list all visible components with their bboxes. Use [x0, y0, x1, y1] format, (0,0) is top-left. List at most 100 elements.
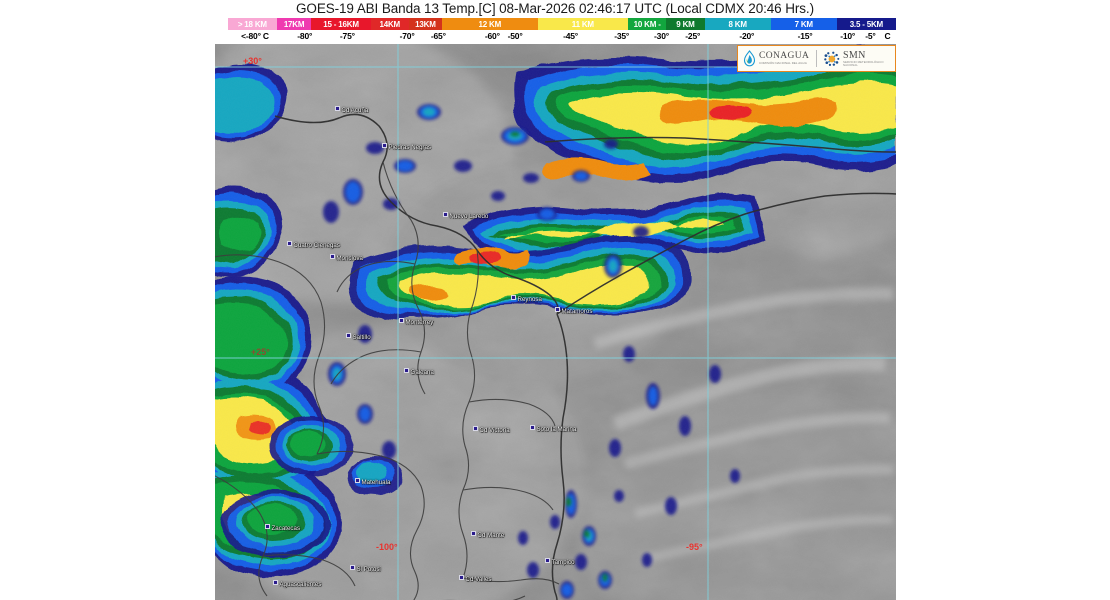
colorbar-tick-label: -20°	[739, 31, 755, 41]
city-label: Cd Mante	[471, 531, 504, 539]
city-marker-icon	[404, 368, 409, 373]
colorbar-ticks: <-80° C -80° -75° -70° -65° -60° -50° -45° -35° -…	[228, 31, 896, 43]
latitude-label: +30°	[243, 56, 262, 66]
colorbar-segment: 15 - 16KM	[311, 18, 371, 30]
colorbar-tick-label: -10°	[840, 31, 856, 41]
city-label: Matehuala	[355, 478, 390, 486]
satellite-map[interactable]: Cd Acuña Piedras Negras Nuevo Laredo Cuatro…	[215, 44, 896, 600]
city-marker-icon	[471, 531, 476, 536]
city-name: Matehuala	[361, 479, 391, 486]
city-label: Galeana	[404, 368, 434, 376]
smn-logo: SMN SERVICIO METEOROLÓGICO NACIONAL	[824, 49, 895, 67]
city-marker-icon	[346, 333, 351, 338]
colorbar-segment: 17KM	[276, 18, 312, 30]
city-marker-icon	[265, 524, 270, 529]
city-marker-icon	[545, 558, 550, 563]
city-name: Monterrey	[405, 319, 434, 326]
city-marker-icon	[399, 318, 404, 323]
city-label: Matamoros	[555, 307, 592, 315]
colorbar-tick-label: <-80° C	[241, 31, 269, 41]
city-marker-icon	[443, 212, 448, 217]
city-label: Reynosa	[511, 295, 542, 303]
city-label: Piedras Negras	[382, 143, 431, 151]
colorbar-segment: 12 KM	[441, 18, 538, 30]
smn-name: SMN	[843, 49, 866, 61]
city-marker-icon	[382, 143, 387, 148]
city-marker-icon	[355, 478, 360, 483]
city-name: Cd Mante	[477, 532, 505, 539]
city-label: Aguascalientes	[273, 580, 321, 588]
map-labels-layer: Cd Acuña Piedras Negras Nuevo Laredo Cuatro…	[215, 44, 896, 600]
colorbar-segment: 14KM	[370, 18, 409, 30]
colorbar-segment: 9 KM	[666, 18, 705, 30]
city-marker-icon	[530, 425, 535, 430]
colorbar-tick-label: -35°	[614, 31, 630, 41]
city-label: Sl Potosi	[350, 565, 381, 573]
water-drop-icon	[743, 50, 756, 67]
city-marker-icon	[511, 295, 516, 300]
city-label: Tampico	[545, 558, 575, 566]
city-name: Cd Valles	[465, 576, 492, 583]
colorbar-tick-label: -75°	[339, 31, 355, 41]
colorbar-segment: 11 KM	[537, 18, 629, 30]
colorbar-tick-label: -65°	[430, 31, 446, 41]
city-marker-icon	[555, 307, 560, 312]
city-marker-icon	[350, 565, 355, 570]
city-label: Cuatro Cienegas	[287, 241, 340, 249]
city-label: Zacatecas	[265, 524, 300, 532]
colorbar-segment: 3.5 - 5KM	[836, 18, 896, 30]
city-label: Monclova	[330, 254, 363, 262]
city-label: Cd Acuña	[335, 106, 368, 114]
city-label: Nuevo Laredo	[443, 212, 488, 220]
colorbar-tick-label: -5°	[865, 31, 876, 41]
longitude-label: -95°	[686, 542, 703, 552]
map-canvas	[215, 44, 896, 600]
colorbar: > 18 KM 17KM 15 - 16KM 14KM 13KM 12 KM 11 KM 10…	[228, 18, 896, 30]
conagua-logo: CONAGUA COMISIÓN NACIONAL DEL AGUA	[738, 50, 809, 67]
city-name: Nuevo Laredo	[449, 213, 489, 220]
city-name: Piedras Negras	[388, 144, 432, 151]
city-name: Monclova	[336, 255, 363, 262]
smn-subtitle: SERVICIO METEOROLÓGICO NACIONAL	[843, 59, 884, 67]
city-marker-icon	[287, 241, 292, 246]
city-name: Matamoros	[561, 308, 593, 315]
city-label: Soto la Marina	[530, 425, 576, 433]
colorbar-tick-label: -15°	[797, 31, 813, 41]
agency-logo-panel: CONAGUA COMISIÓN NACIONAL DEL AGUA	[737, 45, 896, 72]
colorbar-segment: 13KM	[408, 18, 442, 30]
colorbar-segment: 8 KM	[704, 18, 771, 30]
city-label: Monterrey	[399, 318, 433, 326]
city-marker-icon	[330, 254, 335, 259]
colorbar-tick-label: -80°	[297, 31, 313, 41]
colorbar-tick-label: -25°	[685, 31, 701, 41]
city-marker-icon	[273, 580, 278, 585]
page-title: GOES-19 ABI Banda 13 Temp.[C] 08-Mar-202…	[296, 1, 814, 16]
colorbar-segment: 7 KM	[770, 18, 837, 30]
colorbar-tick-label: -50°	[507, 31, 523, 41]
city-name: Reynosa	[517, 296, 542, 303]
conagua-subtitle: COMISIÓN NACIONAL DEL AGUA	[759, 61, 807, 66]
sun-swirl-icon	[824, 51, 840, 66]
colorbar-tick-label: -70°	[399, 31, 415, 41]
colorbar-tick-label: -45°	[563, 31, 578, 41]
city-label: Saltillo	[346, 333, 371, 341]
city-marker-icon	[473, 426, 478, 431]
city-name: Soto la Marina	[536, 426, 577, 433]
city-name: Cuatro Cienegas	[293, 242, 340, 249]
logo-divider	[816, 50, 818, 67]
city-name: Saltillo	[352, 334, 371, 341]
colorbar-tick-label: -30°	[654, 31, 669, 41]
city-name: Tampico	[551, 559, 575, 566]
colorbar-tick-label: -60°	[484, 31, 500, 41]
city-name: Zacatecas	[271, 525, 301, 532]
city-name: Galeana	[410, 369, 434, 376]
city-marker-icon	[335, 106, 340, 111]
city-marker-icon	[459, 575, 464, 580]
latitude-label: +25°	[251, 347, 270, 357]
city-name: Cd Victoria	[479, 427, 510, 434]
city-label: Cd Valles	[459, 575, 492, 583]
city-name: Sl Potosi	[356, 566, 381, 573]
conagua-name: CONAGUA	[759, 50, 810, 61]
city-name: Cd Acuña	[341, 107, 369, 114]
